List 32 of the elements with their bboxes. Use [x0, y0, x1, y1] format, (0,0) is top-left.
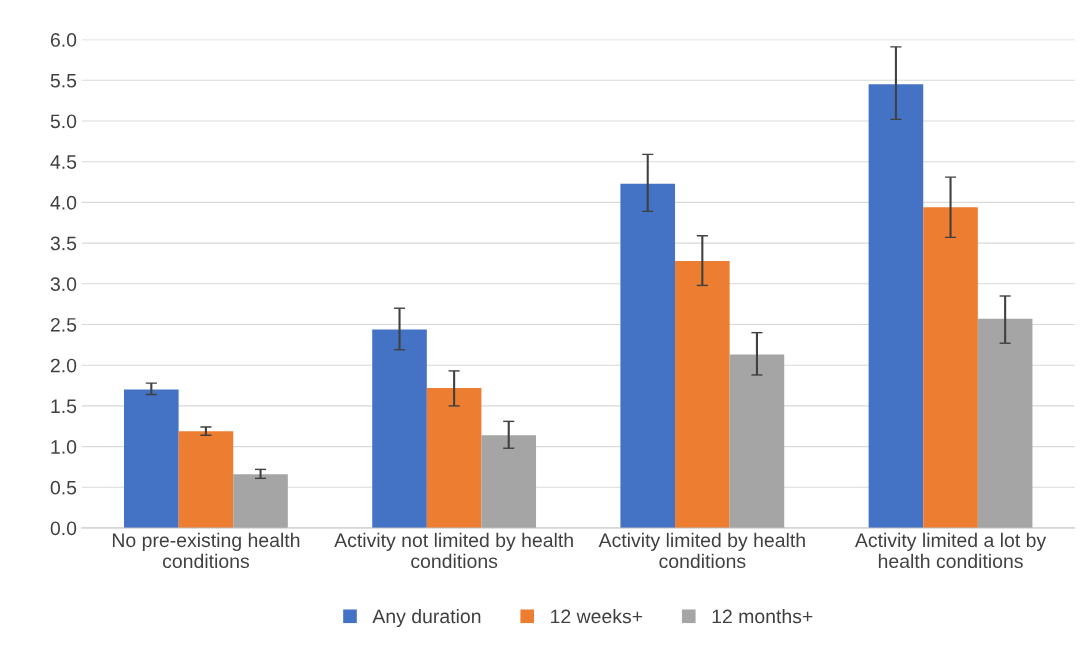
bar — [124, 389, 179, 528]
y-tick-label: 3.0 — [50, 277, 77, 292]
bar — [729, 354, 785, 528]
y-tick-label: 1.5 — [51, 399, 77, 414]
bar — [620, 183, 676, 528]
y-tick-label: 2.5 — [50, 317, 77, 332]
x-tick-label: Activity limited a lot by health conditions — [854, 532, 1047, 569]
y-tick-label: 0.0 — [50, 521, 77, 536]
legend-label: 12 months+ — [712, 608, 813, 624]
bar — [675, 261, 730, 528]
bar — [426, 387, 482, 528]
bar — [178, 431, 234, 528]
bar — [481, 435, 537, 528]
y-tick-label: 5.5 — [50, 73, 77, 88]
y-tick-label: 5.0 — [50, 114, 77, 129]
legend-label: 12 weeks+ — [551, 608, 643, 624]
y-tick-label: 1.0 — [51, 440, 77, 454]
bar — [868, 84, 924, 528]
legend-label: Any duration — [372, 608, 481, 628]
y-tick-label: 0.5 — [50, 480, 77, 495]
x-tick-label: Activity not limited by health conditions — [334, 532, 573, 569]
y-tick-label: 6.0 — [50, 33, 77, 47]
bar — [233, 474, 288, 528]
x-tick-label: No pre-existing health conditions — [112, 532, 300, 569]
x-tick-label: Activity limited by health conditions — [598, 532, 805, 569]
y-tick-label: 3.5 — [50, 236, 77, 251]
bar — [372, 329, 427, 528]
bar — [977, 318, 1033, 528]
y-tick-label: 2.0 — [50, 358, 77, 373]
y-tick-label: 4.5 — [50, 155, 77, 169]
y-tick-label: 4.0 — [50, 195, 77, 210]
bar — [923, 207, 978, 528]
